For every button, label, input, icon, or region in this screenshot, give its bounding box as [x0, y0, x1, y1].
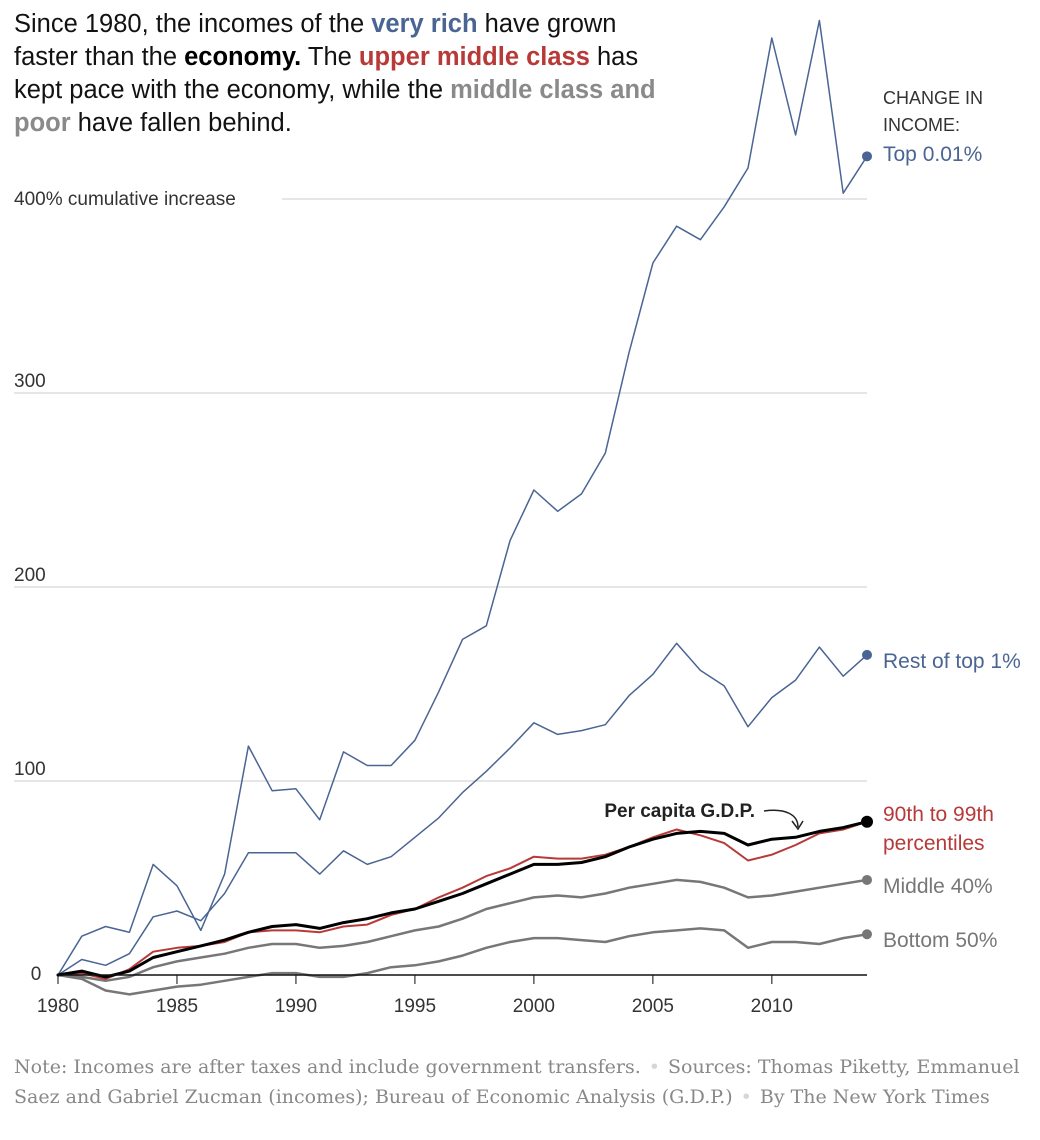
gdp-annotation-arrowhead	[791, 820, 804, 831]
x-tick-label: 2005	[632, 996, 674, 1017]
y-tick-label: 300	[14, 371, 46, 392]
headline-text-5: have fallen behind.	[70, 109, 292, 137]
x-tick-label: 2000	[513, 996, 555, 1017]
gdp-annotation-label: Per capita G.D.P.	[604, 801, 755, 822]
sources-text: Sources: Thomas Piketty, Emmanuel Saez a…	[14, 1056, 1020, 1108]
series-line-top001	[57, 19, 868, 976]
headline-very-rich: very rich	[371, 10, 478, 38]
chart-headline: Since 1980, the incomes of the very rich…	[14, 8, 664, 140]
gdp-annotation-arrow	[763, 809, 799, 828]
y-tick-label: 100	[14, 759, 46, 780]
series-label-mid40: Middle 40%	[883, 875, 993, 898]
series-end-dot-top001	[862, 151, 872, 162]
headline-economy: economy.	[184, 43, 302, 71]
y-tick-label: 200	[14, 565, 46, 586]
x-tick-label: 1980	[37, 996, 79, 1017]
separator-dot: •	[648, 1056, 660, 1078]
chart-footnote: Note: Incomes are after taxes and includ…	[14, 1052, 1029, 1112]
series-end-dot-rest1	[862, 649, 872, 660]
note-text: Note: Incomes are after taxes and includ…	[14, 1056, 641, 1078]
series-label-p90: percentiles	[883, 832, 985, 855]
x-tick-label: 1990	[275, 996, 317, 1017]
series-label-bot50: Bottom 50%	[883, 929, 997, 952]
series-line-rest1	[57, 642, 868, 976]
series-line-mid40	[56, 878, 869, 983]
series-line-bot50	[56, 927, 869, 996]
x-tick-label: 1985	[156, 996, 198, 1017]
y-tick-label: 0	[31, 964, 42, 985]
headline-upper-middle-class: upper middle class	[358, 43, 590, 71]
legend-header-line: INCOME:	[883, 115, 960, 135]
legend-header-line: CHANGE IN	[883, 88, 983, 108]
series-label-top001: Top 0.01%	[883, 143, 982, 166]
headline-text-3: The	[301, 43, 359, 71]
x-tick-label: 2010	[751, 996, 793, 1017]
series-end-dot-mid40	[862, 874, 872, 885]
headline-middle-class-and-poor: middle class and poor	[14, 76, 656, 137]
x-tick-label: 1995	[394, 996, 436, 1017]
y-axis-label: 400% cumulative increase	[14, 189, 236, 210]
headline-text-4: has kept pace with the economy, while th…	[14, 43, 639, 104]
series-label-rest1: Rest of top 1%	[883, 650, 1021, 673]
byline-text: By The New York Times	[759, 1086, 990, 1108]
headline-text-1: Since 1980, the incomes of the	[14, 10, 372, 38]
separator-dot: •	[740, 1086, 752, 1108]
headline-text-2: have grown faster than the	[14, 10, 617, 71]
series-line-gdp	[56, 820, 869, 979]
series-end-dot-gdp	[861, 815, 873, 828]
series-end-dot-bot50	[862, 929, 872, 940]
series-label-p90: 90th to 99th	[883, 803, 994, 826]
